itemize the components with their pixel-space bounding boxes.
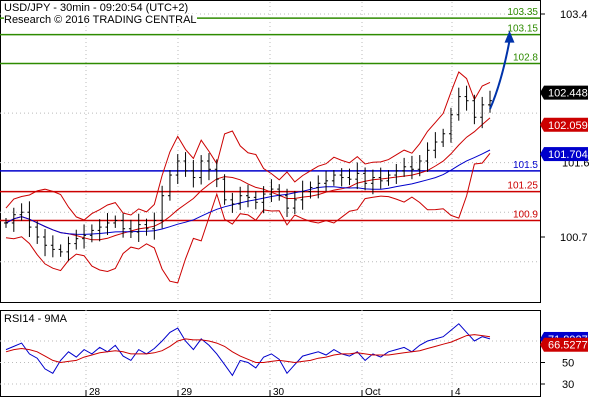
- chart-copyright: Research © 2016 TRADING CENTRAL: [4, 14, 197, 26]
- price-badge-1-bg: [544, 117, 588, 132]
- rsi-tick-label: 50: [562, 358, 574, 370]
- level-label-support-1: 101.25: [507, 181, 538, 192]
- bollinger-mid-band: [5, 117, 491, 241]
- level-label-support-2: 100.9: [513, 209, 538, 220]
- x-tick-label: 30: [273, 387, 285, 398]
- bollinger-upper-band: [5, 71, 491, 221]
- rsi-title: RSI14 - 9MA: [4, 313, 68, 325]
- rsi-tick-label: 30: [562, 379, 574, 391]
- price-badge-2: 101.704: [548, 149, 588, 161]
- level-label-target-high: 103.35: [507, 7, 538, 18]
- price-pane-frame: [0, 0, 541, 303]
- x-tick-label: 28: [89, 387, 101, 398]
- rsi-badge-1: 66.5277: [548, 340, 588, 352]
- projection-arrowhead: [504, 30, 515, 43]
- level-label-target-mid: 103.15: [507, 24, 538, 35]
- rsi-badge-1-pointer: [540, 337, 544, 352]
- rsi-series-1: [5, 334, 491, 364]
- rsi-badge-1-bg: [544, 337, 588, 352]
- price-badge-0: 102.448: [548, 88, 588, 100]
- price-badge-2-pointer: [540, 147, 544, 162]
- level-label-target-low: 102.8: [513, 53, 538, 64]
- chart-title: USD/JPY - 30min - 09:20:54 (UTC+2): [4, 2, 189, 14]
- projection-arrow: [489, 40, 511, 110]
- price-badge-1-pointer: [540, 117, 544, 132]
- rsi-series-0: [5, 323, 491, 377]
- price-badge-1: 102.059: [548, 120, 588, 132]
- y-tick-label: 100.7: [560, 232, 588, 244]
- price-badge-0-bg: [544, 85, 588, 100]
- x-tick-label: 29: [181, 387, 193, 398]
- rsi-pane-frame: [0, 310, 541, 397]
- x-tick-label: 4: [455, 387, 461, 398]
- price-badge-0-pointer: [540, 85, 544, 100]
- bollinger-lower-band: [5, 152, 491, 284]
- y-tick-label: 103.4: [560, 9, 588, 21]
- price-badge-2-bg: [544, 147, 588, 162]
- level-label-pivot: 101.5: [513, 160, 538, 171]
- x-tick-label: Oct: [365, 387, 381, 398]
